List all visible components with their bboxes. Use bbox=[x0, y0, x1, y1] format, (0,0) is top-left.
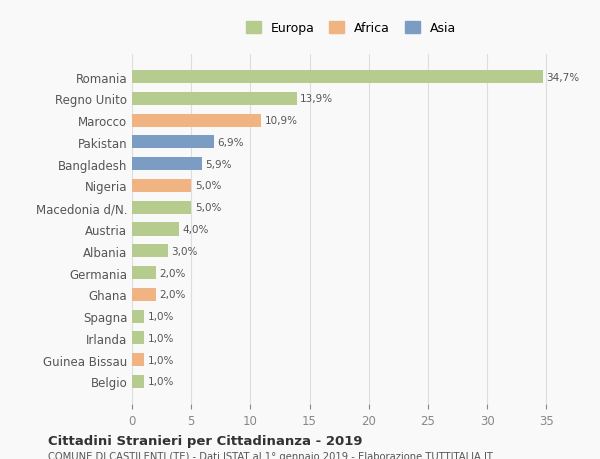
Text: 5,0%: 5,0% bbox=[195, 181, 221, 191]
Text: 6,9%: 6,9% bbox=[217, 138, 244, 148]
Bar bbox=[132, 353, 144, 366]
Text: 34,7%: 34,7% bbox=[547, 73, 580, 83]
Bar bbox=[132, 331, 144, 345]
Bar bbox=[132, 310, 144, 323]
Bar bbox=[132, 179, 191, 193]
Text: 10,9%: 10,9% bbox=[265, 116, 298, 126]
Text: Cittadini Stranieri per Cittadinanza - 2019: Cittadini Stranieri per Cittadinanza - 2… bbox=[48, 434, 362, 447]
Bar bbox=[132, 266, 155, 280]
Text: 1,0%: 1,0% bbox=[148, 376, 174, 386]
Bar bbox=[132, 158, 202, 171]
Text: 3,0%: 3,0% bbox=[171, 246, 197, 256]
Bar bbox=[132, 375, 144, 388]
Text: 1,0%: 1,0% bbox=[148, 311, 174, 321]
Text: 2,0%: 2,0% bbox=[159, 290, 185, 300]
Bar bbox=[132, 288, 155, 301]
Bar bbox=[132, 114, 261, 128]
Bar bbox=[132, 245, 167, 258]
Bar bbox=[132, 223, 179, 236]
Text: 5,9%: 5,9% bbox=[205, 159, 232, 169]
Text: 2,0%: 2,0% bbox=[159, 268, 185, 278]
Bar bbox=[132, 71, 543, 84]
Bar bbox=[132, 201, 191, 214]
Text: 1,0%: 1,0% bbox=[148, 333, 174, 343]
Text: 13,9%: 13,9% bbox=[300, 94, 333, 104]
Text: COMUNE DI CASTILENTI (TE) - Dati ISTAT al 1° gennaio 2019 - Elaborazione TUTTITA: COMUNE DI CASTILENTI (TE) - Dati ISTAT a… bbox=[48, 451, 493, 459]
Text: 1,0%: 1,0% bbox=[148, 355, 174, 365]
Legend: Europa, Africa, Asia: Europa, Africa, Asia bbox=[239, 16, 463, 41]
Bar bbox=[132, 136, 214, 149]
Text: 4,0%: 4,0% bbox=[183, 224, 209, 235]
Bar bbox=[132, 93, 296, 106]
Text: 5,0%: 5,0% bbox=[195, 203, 221, 213]
